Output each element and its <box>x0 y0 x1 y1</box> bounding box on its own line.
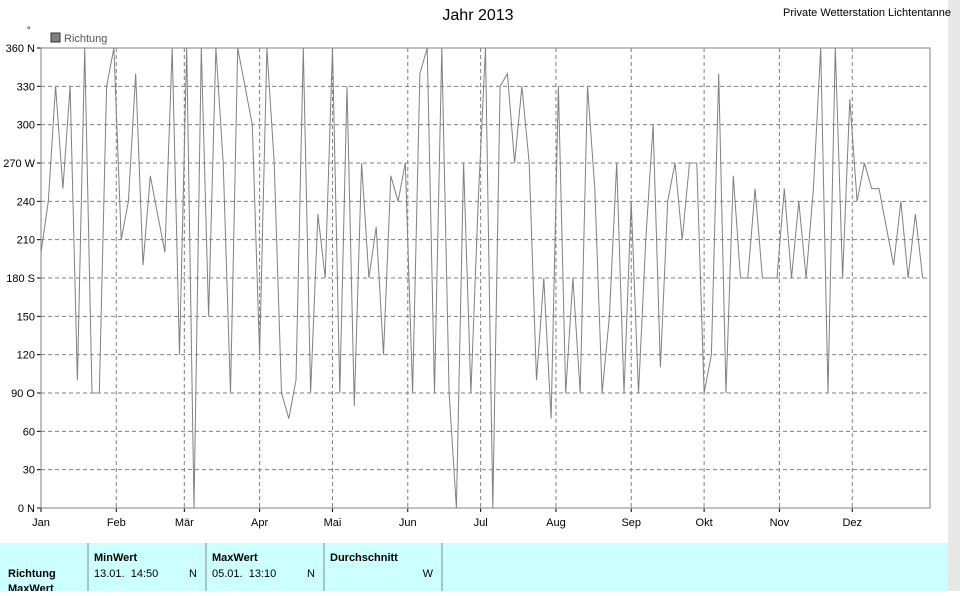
y-tick-label: 60 <box>23 426 35 438</box>
x-tick-label: Aug <box>546 517 566 529</box>
table-cell: N <box>307 568 315 580</box>
x-tick-label: Mär <box>175 517 194 529</box>
x-tick-label: Jun <box>399 517 417 529</box>
station-name: Private Wetterstation Lichtentanne <box>783 7 951 19</box>
y-tick-label: 120 <box>17 350 35 362</box>
row-label: Richtung <box>8 568 56 580</box>
table-cell: 13.01. 14:50 <box>94 568 158 580</box>
x-tick-label: Jan <box>32 517 50 529</box>
table-header: Durchschnitt <box>330 552 398 564</box>
table-header: MinWert <box>94 552 138 564</box>
legend-label: Richtung <box>64 33 107 45</box>
y-tick-label: 300 <box>17 120 35 132</box>
x-tick-label: Okt <box>696 517 713 529</box>
table-header: MaxWert <box>212 552 258 564</box>
table-lines <box>87 543 443 591</box>
y-tick-label: 30 <box>23 465 35 477</box>
y-tick-label: 240 <box>17 196 35 208</box>
y-tick-label: 360 N <box>6 43 35 55</box>
y-tick-label: 90 O <box>11 388 35 400</box>
legend-swatch <box>50 32 61 43</box>
y-tick-label: 210 <box>17 235 35 247</box>
x-tick-label: Mai <box>324 517 342 529</box>
y-tick-label: 270 W <box>3 158 35 170</box>
chart-title: Jahr 2013 <box>442 7 513 24</box>
scrollbar[interactable] <box>948 0 960 591</box>
x-tick-label: Nov <box>770 517 790 529</box>
x-tick-label: Feb <box>107 517 126 529</box>
y-tick-label: 330 <box>17 81 35 93</box>
y-tick-label: 0 N <box>18 503 35 515</box>
x-tick-label: Dez <box>842 517 862 529</box>
x-tick-label: Jul <box>474 517 488 529</box>
x-tick-label: Apr <box>251 517 268 529</box>
y-unit: ° <box>27 25 31 35</box>
x-tick-label: Sep <box>621 517 641 529</box>
plot: 0 N 30 60 90 O 120 150 180 S 210 240 270 W 300 330 3… <box>3 43 931 529</box>
y-tick-label: 150 <box>17 311 35 323</box>
y-tick-label: 180 S <box>6 273 35 285</box>
row-label: MaxWert <box>8 583 54 591</box>
table-panel <box>0 543 948 591</box>
table-cell: N <box>189 568 197 580</box>
table-cell: W <box>423 568 434 580</box>
table-cell: 05.01. 13:10 <box>212 568 276 580</box>
series-line <box>40 47 924 509</box>
